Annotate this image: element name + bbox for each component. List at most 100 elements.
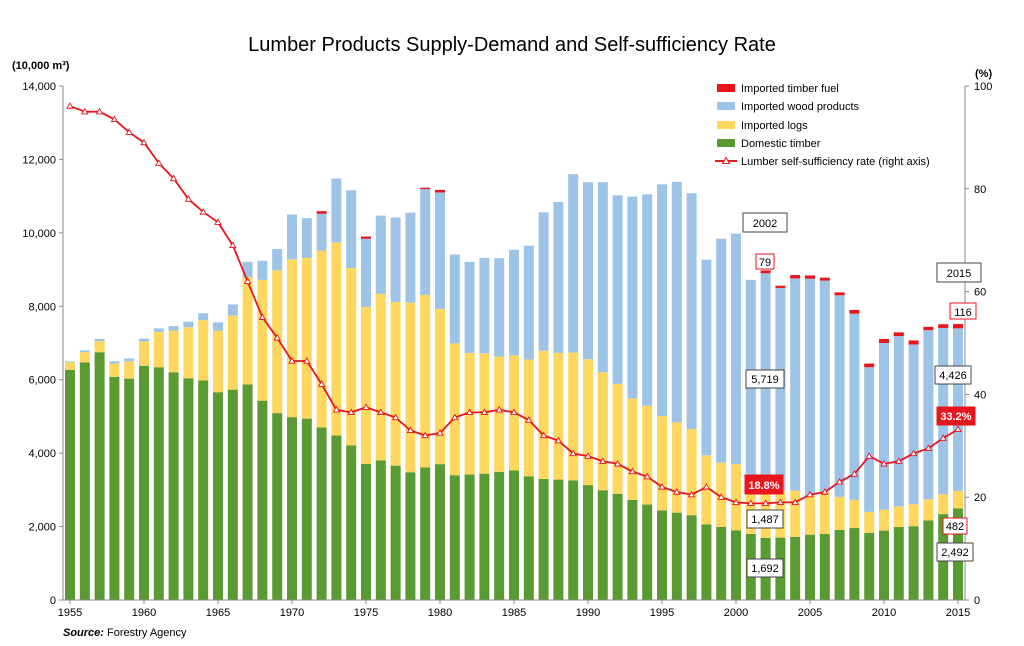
rate-marker [643,472,651,480]
callout-logs-2015-box [942,517,968,535]
legend-swatch-rate-marker [721,156,731,164]
right-tick-label: 20 [974,492,986,504]
bar-domestic [331,435,342,600]
bar-imported-logs [612,383,623,494]
rate-marker [850,470,859,477]
bar-imported-logs [849,499,860,529]
bar-imported-fuel [953,324,963,329]
bar-imported-logs [805,495,815,535]
x-tick-label: 2015 [946,607,970,619]
x-tick-label: 2010 [872,607,896,619]
rate-marker [303,357,311,364]
left-tick-label: 6,000 [28,375,56,387]
source-label: Source: [63,627,104,639]
callout-2015-year-box [936,262,982,283]
bar-imported-fuel [938,324,949,328]
rate-marker [347,408,355,416]
bar-domestic [227,389,238,600]
bar-imported-wood [153,328,164,332]
bar-imported-logs [435,308,445,465]
bar-imported-wood [331,178,342,243]
bar-imported-wood [420,189,431,295]
bar-domestic [819,533,830,600]
x-tick-label: 1990 [576,607,600,619]
bar-imported-wood [642,194,653,406]
bar-domestic [124,378,135,600]
bar-imported-wood [227,304,238,316]
bar-domestic [287,417,297,600]
callout-domestic-2015-box [936,542,974,562]
source-text: Forestry Agency [107,627,187,639]
rate-marker [391,413,400,421]
bar-imported-wood [864,367,875,512]
rate-marker [95,107,104,115]
left-axis-ticks: 0 2,000 4,000 6,000 8,000 10,000 12,000 14,000 [22,81,63,607]
bar-imported-logs [657,416,667,511]
callout-2015-year: 2015 [947,268,971,280]
bar-domestic [242,384,253,600]
rate-marker [465,408,474,416]
bar-imported-logs [124,361,135,379]
bar-domestic [375,460,386,600]
rate-marker [939,434,947,441]
bar-domestic [716,526,727,600]
right-tick-label: 100 [974,81,992,93]
rate-marker [880,459,888,467]
bar-imported-wood [242,261,253,278]
bar-imported-wood [449,254,460,344]
bar-imported-wood [183,321,194,328]
bar-domestic [301,418,312,600]
bar-imported-wood [375,215,386,294]
bar-imported-logs [671,422,682,513]
bar-domestic [805,534,815,600]
bar-imported-fuel [834,292,845,296]
rate-marker [406,426,415,434]
rate-marker [584,452,592,459]
x-tick-label: 1995 [650,607,674,619]
bar-imported-wood [627,196,638,399]
rate-marker [747,499,755,507]
rate-marker [821,488,829,495]
bar-imported-wood [568,174,579,353]
right-tick-label: 80 [974,184,986,196]
rate-marker [717,493,725,500]
bar-imported-logs [94,341,105,353]
bar-imported-wood [834,295,845,497]
bar-imported-wood [139,338,149,342]
rate-marker [539,431,548,439]
x-tick-label: 2000 [724,607,748,619]
bar-imported-wood [213,322,223,331]
x-tick-label: 1985 [502,607,526,619]
bar-domestic [523,476,534,600]
bar-imported-logs [879,509,889,531]
bar-imported-wood [805,278,815,496]
bar-imported-wood [168,326,179,331]
bar-imported-logs [153,331,164,368]
rate-marker [673,488,681,495]
bar-domestic [316,427,327,600]
bar-domestic [168,372,179,600]
rate-marker [776,498,785,505]
bar-imported-logs [316,250,327,428]
callout-wood-2002-box [745,369,785,389]
bar-imported-logs [183,327,194,379]
bar-imported-wood [657,184,667,417]
bar-imported-fuel [760,270,771,274]
bars-layer [65,174,963,600]
bar-domestic [583,485,593,600]
callouts: 2002 2015 79 5,719 18.8% 1,487 1,692 116… [742,212,982,578]
bar-imported-wood [523,245,534,360]
bar-imported-wood [65,361,75,363]
rate-marker [554,436,563,444]
bar-domestic [79,362,90,600]
callout-logs-2002: 1,487 [751,514,779,526]
x-tick-label: 1980 [428,607,452,619]
bar-imported-fuel [775,285,786,288]
bar-imported-logs [168,330,179,373]
callout-logs-2015: 482 [946,521,964,533]
bar-domestic [153,367,164,600]
bar-imported-logs [79,352,90,363]
bar-imported-fuel [908,340,919,345]
bar-domestic [361,463,371,600]
bar-imported-logs [938,494,949,515]
